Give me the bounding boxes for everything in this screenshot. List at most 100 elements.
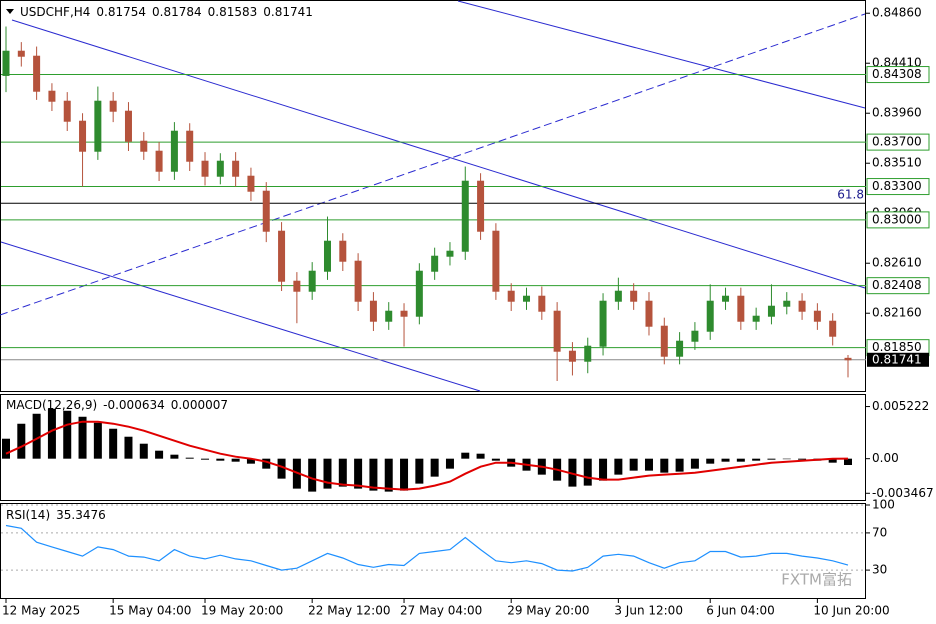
level-label-box bbox=[866, 178, 930, 196]
macd-bar bbox=[476, 453, 485, 459]
candle-body bbox=[278, 230, 286, 282]
trend-line bbox=[457, 0, 866, 109]
candle-body bbox=[461, 180, 469, 252]
candle-body bbox=[385, 310, 393, 322]
candle-body bbox=[94, 100, 102, 152]
y-tick-label: 0.005222 bbox=[872, 399, 929, 413]
candle-body bbox=[293, 280, 301, 292]
macd-bar bbox=[491, 458, 500, 461]
macd-bar bbox=[354, 458, 363, 489]
rsi-line bbox=[5, 524, 849, 572]
macd-bar bbox=[78, 416, 87, 459]
y-tick-label: 0.84860 bbox=[872, 6, 922, 20]
candle-body bbox=[247, 175, 255, 192]
macd-bar bbox=[155, 450, 164, 459]
candle-body bbox=[783, 300, 791, 307]
level-label: 0.81850 bbox=[872, 340, 922, 354]
candle-body bbox=[630, 290, 638, 302]
macd-bar bbox=[216, 458, 225, 461]
macd-bar bbox=[63, 410, 72, 459]
macd-bar bbox=[445, 458, 454, 469]
candle-body bbox=[140, 140, 148, 152]
symbol-header: USDCHF,H4 0.81754 0.81784 0.81583 0.81741 bbox=[20, 5, 313, 19]
rsi-panel bbox=[0, 503, 866, 599]
candle-body bbox=[446, 250, 454, 257]
open-value: 0.81754 bbox=[96, 5, 146, 19]
candle-body bbox=[308, 270, 316, 292]
candle-body bbox=[17, 50, 25, 57]
macd-bar bbox=[32, 413, 41, 459]
candle-body bbox=[2, 50, 10, 76]
macd-bar bbox=[231, 458, 240, 462]
x-tick-label: 12 May 2025 bbox=[2, 604, 80, 618]
macd-bar bbox=[568, 458, 577, 487]
macd-bar bbox=[109, 428, 118, 459]
fib-label: 61.8 bbox=[837, 188, 864, 202]
y-tick-label: 70 bbox=[872, 525, 887, 539]
y-tick-label: 0.82160 bbox=[872, 306, 922, 320]
macd-bar bbox=[599, 458, 608, 481]
macd-title: MACD(12,26,9) bbox=[6, 398, 97, 412]
macd-bar bbox=[338, 458, 347, 487]
level-label-box bbox=[866, 66, 930, 84]
signal-line bbox=[5, 420, 849, 491]
low-value: 0.81583 bbox=[208, 5, 258, 19]
candle-body bbox=[477, 180, 485, 232]
candle-body bbox=[232, 160, 240, 177]
y-tick-label: 0.00 bbox=[872, 451, 899, 465]
rsi-header: RSI(14) 35.3476 bbox=[6, 508, 106, 522]
candle-body bbox=[507, 290, 515, 302]
x-tick-label: 6 Jun 04:00 bbox=[706, 604, 775, 618]
candle-body bbox=[538, 295, 546, 312]
candle-body bbox=[737, 295, 745, 322]
macd-bar bbox=[201, 458, 210, 460]
macd-bar bbox=[844, 458, 852, 466]
candle-body bbox=[722, 295, 730, 302]
trend-line bbox=[11, 19, 866, 289]
candle-body bbox=[568, 350, 576, 362]
macd-bar bbox=[629, 458, 638, 471]
close-value: 0.81741 bbox=[263, 5, 313, 19]
x-tick-label: 22 May 12:00 bbox=[308, 604, 390, 618]
macd-bar bbox=[308, 458, 317, 492]
x-tick-label: 29 May 20:00 bbox=[507, 604, 589, 618]
macd-header: MACD(12,26,9) -0.000634 0.000007 bbox=[6, 398, 228, 412]
trend-line bbox=[0, 13, 866, 316]
current-price-label: 0.81741 bbox=[872, 352, 922, 366]
candle-body bbox=[354, 260, 362, 302]
candle-body bbox=[201, 160, 209, 177]
candle-body bbox=[798, 300, 806, 312]
rsi-title: RSI(14) bbox=[6, 508, 50, 522]
candle-body bbox=[813, 310, 821, 322]
x-tick-label: 27 May 04:00 bbox=[400, 604, 482, 618]
macd-bar bbox=[384, 458, 393, 492]
macd-bar bbox=[706, 458, 715, 464]
macd-bar bbox=[185, 457, 194, 459]
macd-bar bbox=[798, 458, 807, 460]
candle-body bbox=[369, 300, 377, 322]
macd-bar bbox=[461, 452, 470, 459]
level-label-box bbox=[866, 277, 930, 295]
macd-bar bbox=[430, 458, 439, 477]
y-tick-label: 0.83510 bbox=[872, 156, 922, 170]
y-tick-label: -0.003467 bbox=[872, 486, 934, 500]
level-label: 0.82408 bbox=[872, 278, 922, 292]
macd-bar bbox=[767, 458, 776, 460]
level-label-box bbox=[866, 133, 930, 151]
candle-body bbox=[767, 305, 775, 317]
y-tick-label: 30 bbox=[872, 563, 887, 577]
main-panel bbox=[0, 0, 866, 392]
menu-arrow[interactable] bbox=[6, 9, 14, 14]
candle-body bbox=[691, 330, 699, 342]
candle-body bbox=[844, 357, 852, 361]
level-label: 0.83300 bbox=[872, 179, 922, 193]
candle-body bbox=[79, 120, 87, 152]
macd-panel bbox=[0, 394, 866, 501]
macd-bar bbox=[2, 438, 10, 459]
trend-lines bbox=[0, 0, 866, 392]
candle-body bbox=[124, 110, 132, 142]
level-label-box bbox=[866, 211, 930, 229]
macd-bar bbox=[93, 422, 102, 459]
y-tick-label: 0.83960 bbox=[872, 106, 922, 120]
